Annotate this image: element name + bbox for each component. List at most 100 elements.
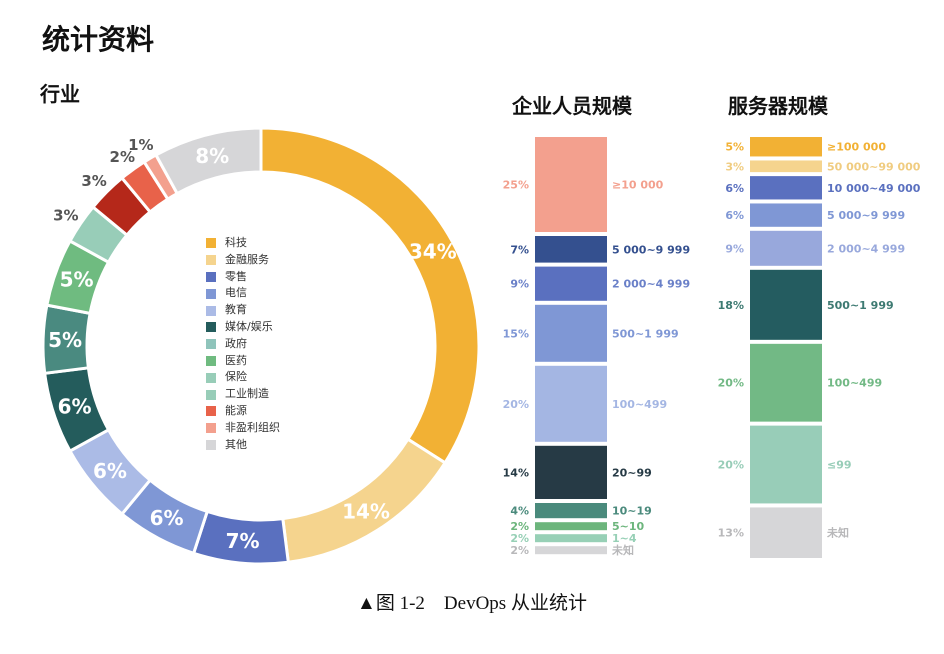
server-size-value-label-8: 13%: [718, 527, 744, 540]
donut-label-4: 6%: [93, 459, 127, 483]
server-size-category-label-0: ≥100 000: [827, 141, 886, 154]
company-size-value-label-3: 15%: [503, 327, 529, 340]
company-size-value-label-9: 2%: [510, 544, 529, 557]
company-size-bar-segment-1: [535, 236, 607, 263]
legend-label: 零售: [225, 269, 247, 283]
legend-item: 能源: [206, 403, 280, 420]
company-size-bar-segment-3: [535, 304, 607, 362]
server-size-bar-segment-0: [750, 137, 822, 157]
server-size-category-label-4: 2 000~4 999: [827, 242, 905, 255]
server-size-value-label-0: 5%: [725, 141, 744, 154]
server-size-bar-segment-8: [750, 507, 822, 558]
legend-item: 保险: [206, 369, 280, 386]
legend-item: 其他: [206, 437, 280, 454]
industry-legend: 科技金融服务零售电信教育媒体/娱乐政府 医药保险 工业制造能源非盈利组织其他: [206, 235, 280, 453]
donut-label-9: 3%: [81, 172, 106, 190]
legend-swatch: [206, 255, 216, 266]
company-size-bar-segment-2: [535, 266, 607, 301]
donut-label-0: 34%: [409, 240, 457, 264]
company-size-category-label-0: ≥10 000: [612, 179, 664, 192]
company-size-category-label-8: 1~4: [612, 532, 637, 545]
donut-label-10: 2%: [110, 148, 135, 166]
legend-item: 金融服务: [206, 252, 280, 269]
legend-item: 电信: [206, 285, 280, 302]
company-size-bar-segment-9: [535, 546, 607, 555]
server-size-category-label-3: 5 000~9 999: [827, 209, 905, 222]
company-size-category-label-3: 500~1 999: [612, 327, 679, 340]
legend-item: 教育: [206, 302, 280, 319]
legend-swatch: [206, 372, 216, 383]
legend-label: 金融服务: [225, 252, 269, 266]
legend-label: 工业制造: [225, 387, 269, 401]
server-size-bar-segment-5: [750, 269, 822, 340]
company-size-value-label-8: 2%: [510, 532, 529, 545]
company-size-value-label-6: 4%: [510, 505, 529, 518]
company-size-value-label-5: 14%: [503, 466, 529, 479]
legend-item: 医药: [206, 353, 280, 370]
server-size-bar-segment-4: [750, 230, 822, 266]
server-size-bar-segment-1: [750, 160, 822, 173]
legend-item: 媒体/娱乐: [206, 319, 280, 336]
company-size-category-label-5: 20~99: [612, 466, 652, 479]
legend-swatch: [206, 423, 216, 434]
legend-item: 政府: [206, 336, 280, 353]
server-size-category-label-5: 500~1 999: [827, 299, 894, 312]
legend-label: 医药: [225, 353, 247, 367]
legend-item: 科技: [206, 235, 280, 252]
company-size-bar-segment-4: [535, 365, 607, 442]
legend-label: 媒体/娱乐: [225, 319, 273, 333]
legend-swatch: [206, 322, 216, 333]
server-size-value-label-4: 9%: [725, 242, 744, 255]
server-size-value-label-7: 20%: [718, 459, 744, 472]
server-size-value-label-3: 6%: [725, 209, 744, 222]
server-size-value-label-2: 6%: [725, 182, 744, 195]
donut-label-11: 1%: [128, 136, 153, 154]
company-size-value-label-1: 7%: [510, 243, 529, 256]
company-size-bar-segment-8: [535, 534, 607, 543]
donut-label-12: 8%: [195, 144, 229, 168]
legend-swatch: [206, 406, 216, 417]
donut-slice-0: [259, 126, 481, 465]
legend-item: 工业制造: [206, 386, 280, 403]
donut-label-2: 7%: [226, 529, 260, 553]
server-size-value-label-5: 18%: [718, 299, 744, 312]
legend-label: 能源: [225, 403, 247, 417]
company-size-category-label-1: 5 000~9 999: [612, 243, 690, 256]
donut-label-6: 5%: [48, 328, 82, 352]
company-size-category-label-7: 5~10: [612, 520, 645, 533]
figure-caption: ▲图 1-2 DevOps 从业统计: [357, 593, 587, 614]
legend-label: 非盈利组织: [225, 420, 280, 434]
legend-label: 电信: [225, 286, 247, 300]
legend-item: 零售: [206, 269, 280, 286]
donut-label-5: 6%: [58, 395, 92, 419]
donut-label-7: 5%: [60, 268, 94, 292]
company-size-value-label-0: 25%: [503, 179, 529, 192]
company-size-category-label-2: 2 000~4 999: [612, 278, 690, 291]
legend-swatch: [206, 288, 216, 299]
legend-swatch: [206, 339, 216, 350]
donut-label-1: 14%: [342, 499, 390, 523]
server-size-category-label-6: 100~499: [827, 377, 882, 390]
server-size-category-label-2: 10 000~49 000: [827, 182, 921, 195]
server-size-bar-segment-6: [750, 343, 822, 422]
company-size-category-label-9: 未知: [611, 543, 634, 557]
company-size-bar-segment-6: [535, 503, 607, 519]
company-size-category-label-6: 10~19: [612, 505, 652, 518]
page-title: 统计资料: [42, 23, 155, 56]
server-size-category-label-1: 50 000~99 000: [827, 160, 921, 173]
server-size-category-label-8: 未知: [826, 526, 849, 540]
legend-swatch: [206, 305, 216, 316]
legend-label: 科技: [225, 236, 247, 249]
donut-label-3: 6%: [150, 506, 184, 530]
legend-swatch: [206, 271, 216, 282]
company-size-value-label-4: 20%: [503, 398, 529, 411]
company-size-bar-segment-5: [535, 445, 607, 499]
legend-swatch: [206, 355, 216, 366]
server-size-category-label-7: ≤99: [827, 459, 852, 472]
legend-label: 教育: [225, 303, 247, 317]
donut-slice-12: [153, 126, 263, 196]
donut-label-8: 3%: [53, 206, 78, 224]
company-size-chart-title: 企业人员规模: [512, 94, 632, 118]
server-size-bar-segment-2: [750, 176, 822, 200]
